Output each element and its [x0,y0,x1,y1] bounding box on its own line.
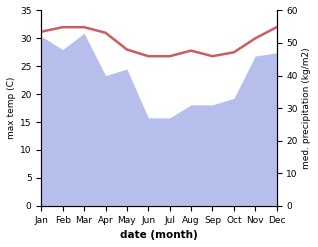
Y-axis label: max temp (C): max temp (C) [7,77,16,139]
Y-axis label: med. precipitation (kg/m2): med. precipitation (kg/m2) [302,47,311,169]
X-axis label: date (month): date (month) [120,230,198,240]
